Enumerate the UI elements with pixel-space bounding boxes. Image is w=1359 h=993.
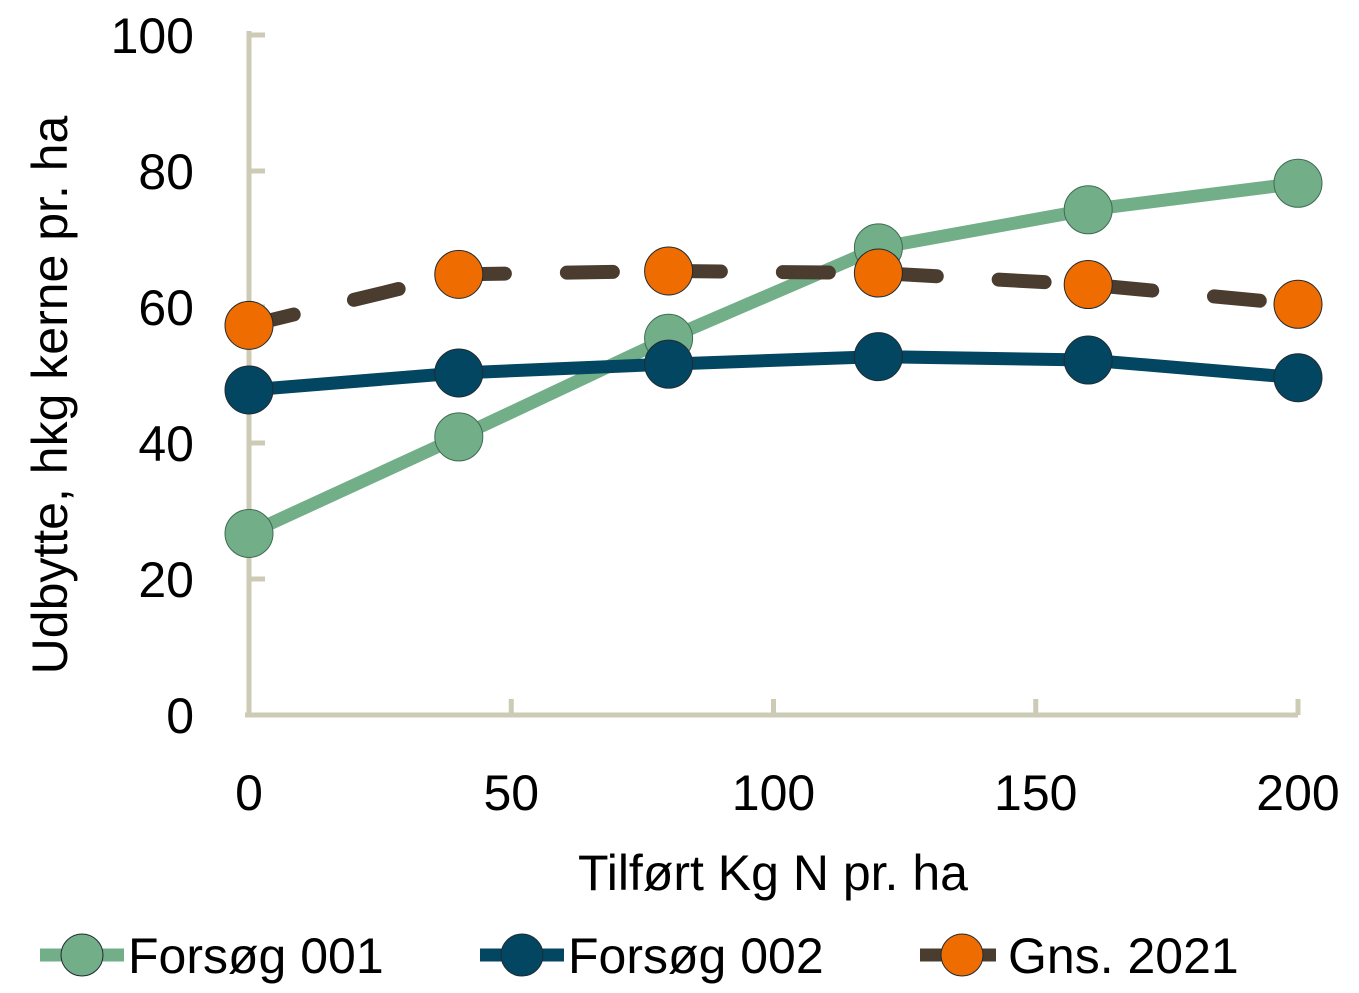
data-point-fors-g-002 — [224, 365, 274, 415]
data-point-fors-g-002 — [853, 332, 903, 382]
data-point-gns-2021 — [1273, 279, 1323, 329]
series-line-fors-g-002 — [248, 350, 1299, 397]
x-tick-label: 150 — [994, 765, 1077, 821]
data-point-fors-g-002 — [1273, 353, 1323, 403]
data-point-gns-2021 — [853, 248, 903, 298]
legend-label-fors-g-001: Forsøg 001 — [128, 928, 384, 984]
data-point-fors-g-001 — [1273, 158, 1323, 208]
series-line-gns-2021 — [242, 263, 1305, 333]
legend-marker-fors-g-002 — [500, 933, 544, 977]
y-tick-label: 80 — [138, 144, 194, 200]
x-tick-label: 100 — [732, 765, 815, 821]
legend-label-fors-g-002: Forsøg 002 — [568, 928, 824, 984]
legend-marker-gns-2021 — [940, 933, 984, 977]
x-tick-label: 0 — [235, 765, 263, 821]
data-point-fors-g-001 — [1063, 185, 1113, 235]
data-point-gns-2021 — [644, 246, 694, 296]
tick-labels: 0 20 40 60 80 100 0 50 100 150 200 — [111, 8, 1340, 821]
x-axis-title: Tilført Kg N pr. ha — [578, 845, 968, 901]
legend-label-gns-2021: Gns. 2021 — [1008, 928, 1239, 984]
data-point-fors-g-002 — [644, 339, 694, 389]
y-tick-label: 20 — [138, 552, 194, 608]
data-point-gns-2021 — [224, 300, 274, 350]
data-point-fors-g-002 — [434, 348, 484, 398]
y-tick-label: 100 — [111, 8, 194, 64]
y-tick-label: 40 — [138, 416, 194, 472]
series-line-fors-g-001 — [246, 176, 1299, 540]
data-point-gns-2021 — [434, 249, 484, 299]
series-markers — [224, 158, 1323, 558]
y-axis-title: Udbytte, hkg kerne pr. ha — [22, 115, 78, 674]
data-point-fors-g-001 — [224, 508, 274, 558]
y-tick-label: 60 — [138, 280, 194, 336]
series-lines — [242, 176, 1305, 540]
legend-marker-fors-g-001 — [60, 933, 104, 977]
data-point-fors-g-002 — [1063, 335, 1113, 385]
x-tick-label: 200 — [1256, 765, 1339, 821]
y-tick-label: 0 — [166, 688, 194, 744]
data-point-fors-g-001 — [434, 412, 484, 462]
legend: Forsøg 001 Forsøg 002 Gns. 2021 — [40, 928, 1239, 984]
data-point-gns-2021 — [1063, 260, 1113, 310]
x-tick-label: 50 — [483, 765, 539, 821]
